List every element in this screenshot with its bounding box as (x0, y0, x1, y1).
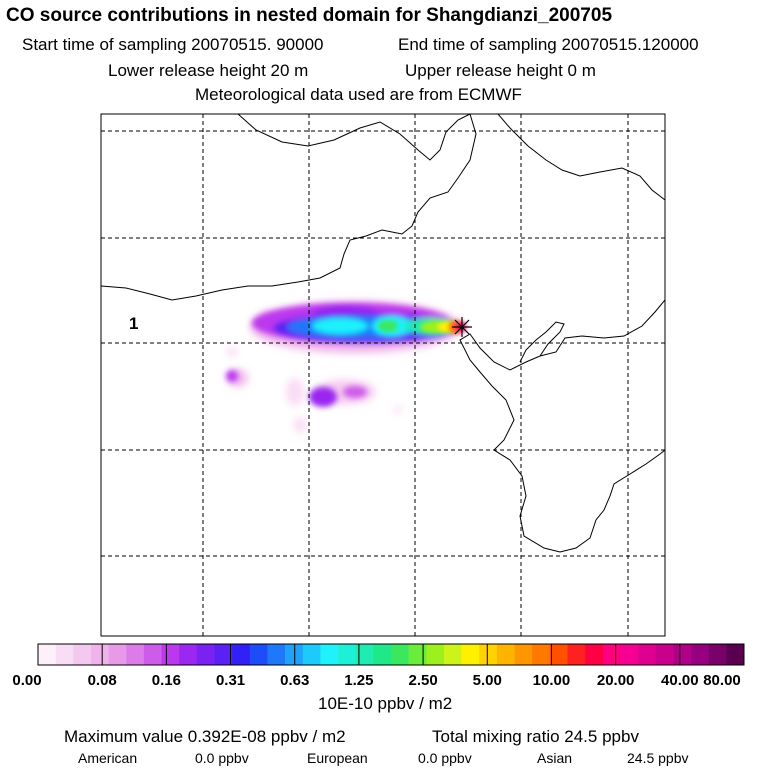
colorbar-cell (496, 644, 515, 665)
colorbar-cell (567, 644, 586, 665)
colorbar-cell (620, 644, 639, 665)
colorbar-cell (108, 644, 127, 665)
colorbar-cells (38, 644, 745, 665)
colorbar-cell (320, 644, 339, 665)
colorbar-cell (373, 644, 392, 665)
colorbar-cell (514, 644, 533, 665)
colorbar-cell (143, 644, 162, 665)
start-time-label: Start time of sampling 20070515. 90000 (22, 35, 324, 54)
colorbar-tick-label: 0.08 (88, 672, 117, 689)
colorbar-cell (338, 644, 356, 665)
colorbar-cell (655, 644, 674, 665)
colorbar-cell (196, 644, 215, 665)
total-mixing-label: Total mixing ratio 24.5 ppbv (432, 727, 639, 746)
colorbar-tick-label: 80.00 (703, 672, 741, 689)
colorbar-cell (443, 644, 462, 665)
colorbar-cell (708, 644, 727, 665)
receptor-marker (452, 317, 472, 337)
colorbar-tick-label: 1.25 (344, 672, 373, 689)
lower-height-label: Lower release height 20 m (108, 61, 309, 80)
upper-height-label: Upper release height 0 m (405, 61, 596, 80)
coastlines (101, 114, 665, 553)
colorbar-tick-label: 2.50 (408, 672, 437, 689)
colorbar-tick-label: 5.00 (473, 672, 502, 689)
colorbar-cell (602, 644, 621, 665)
colorbar-cell (161, 644, 180, 665)
asian-label: Asian (537, 750, 573, 766)
colorbar-cell (249, 644, 268, 665)
end-time-label: End time of sampling 20070515.120000 (398, 35, 699, 54)
colorbar-cell (461, 644, 480, 665)
colorbar-tick-label: 0.31 (216, 672, 245, 689)
colorbar-tick-label: 0.00 (12, 672, 41, 689)
colorbar-cell (73, 644, 92, 665)
european-label: European (307, 750, 368, 766)
colorbar-tick-label: 0.16 (152, 672, 181, 689)
colorbar-cell (585, 644, 604, 665)
colorbar-cell (179, 644, 198, 665)
colorbar-frame (37, 643, 745, 666)
colorbar-cell (426, 644, 445, 665)
colorbar-cell (90, 644, 109, 665)
region-label: 1 (129, 314, 138, 333)
colorbar-tick-label: 20.00 (597, 672, 635, 689)
colorbar-tick-label: 10.00 (533, 672, 571, 689)
chart-title: CO source contributions in nested domain… (6, 5, 613, 26)
lat-lon-grid (101, 114, 665, 636)
european-value: 0.0 ppbv (418, 750, 472, 766)
colorbar-cell (232, 644, 251, 665)
colorbar-cell (726, 644, 745, 665)
colorbar-cell (214, 644, 233, 665)
colorbar-tick-labels: 0.00 0.08 0.16 0.31 0.63 1.25 2.50 5.00 10.00 20.… (12, 644, 741, 689)
colorbar-cell (38, 644, 56, 665)
colorbar-cell (532, 644, 551, 665)
american-label: American (78, 750, 138, 766)
colorbar-cell (479, 644, 498, 665)
met-source-label: Meteorological data used are from ECMWF (195, 85, 522, 104)
colorbar-cell (408, 644, 427, 665)
asian-value: 24.5 ppbv (627, 750, 689, 766)
colorbar-cell (638, 644, 657, 665)
max-value-label: Maximum value 0.392E-08 ppbv / m2 (64, 727, 346, 746)
colorbar-cell (302, 644, 321, 665)
colorbar-tick-label: 0.63 (280, 672, 309, 689)
colorbar-cell (391, 644, 409, 665)
colorbar-cell (673, 644, 692, 665)
american-value: 0.0 ppbv (195, 750, 249, 766)
colorbar-cell (691, 644, 709, 665)
colorbar-unit: 10E-10 ppbv / m2 (318, 694, 453, 713)
colorbar-tick-label: 40.00 (661, 672, 699, 689)
colorbar-cell (549, 644, 568, 665)
colorbar-cell (267, 644, 286, 665)
colorbar-cell (355, 644, 374, 665)
colorbar-cell (285, 644, 304, 665)
colorbar-cell (55, 644, 74, 665)
map-frame (100, 113, 666, 637)
plume-field (226, 301, 466, 433)
colorbar-cell (126, 644, 145, 665)
